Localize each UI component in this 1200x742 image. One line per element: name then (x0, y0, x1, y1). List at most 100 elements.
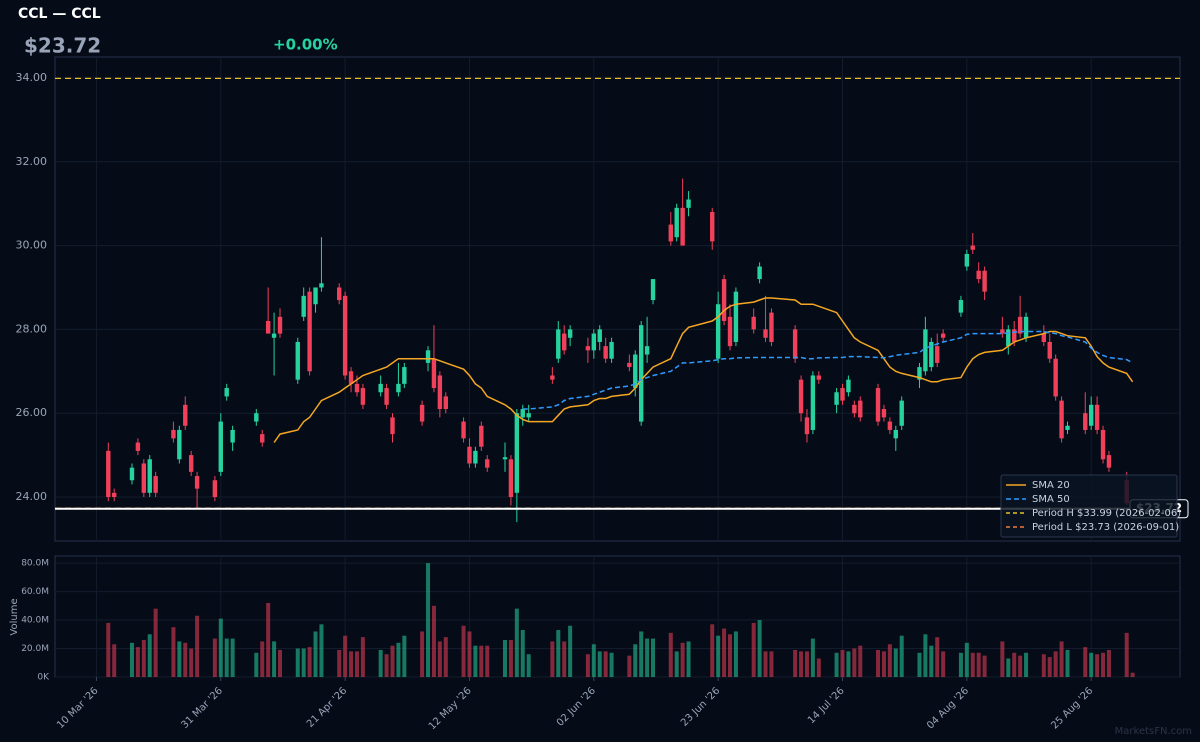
volume-bar (757, 620, 762, 677)
candle-body (686, 199, 691, 208)
candle-body (1017, 316, 1023, 334)
volume-tick-label: 20.0M (21, 644, 49, 654)
candle-body (508, 459, 514, 497)
candle-body (858, 400, 863, 418)
candle-body (970, 245, 975, 250)
volume-bar (212, 638, 217, 677)
volume-bar (1106, 649, 1111, 677)
candle-body (875, 388, 881, 422)
volume-bar (337, 649, 342, 677)
volume-bar (686, 641, 691, 677)
candle-body (141, 463, 147, 493)
candle-body (254, 413, 259, 422)
volume-bar (526, 654, 531, 677)
volume-bar (964, 642, 969, 677)
candle-body (727, 316, 733, 347)
volume-bar (295, 648, 300, 677)
candle-body (627, 362, 632, 368)
volume-bar (272, 641, 277, 677)
candle-body (348, 371, 354, 384)
y-tick-label: 28.00 (16, 322, 48, 335)
candle-body (265, 321, 271, 334)
volume-bar (1065, 649, 1070, 677)
volume-bar (349, 651, 354, 677)
volume-bar (923, 634, 928, 677)
candle-body (1083, 413, 1088, 430)
candle-body (751, 316, 756, 330)
volume-bar (467, 631, 472, 677)
candle-body (852, 404, 857, 414)
candle-body (419, 404, 425, 422)
legend-label: Period H $33.99 (2026-02-06) (1032, 508, 1181, 519)
volume-bar (503, 639, 507, 677)
candle-body (461, 421, 466, 439)
volume-bar (461, 625, 466, 677)
volume-bar (716, 635, 721, 677)
volume-bar (929, 645, 934, 677)
volume-bar (218, 618, 223, 677)
volume-bar (591, 644, 596, 677)
candle-body (769, 312, 774, 342)
candle-body (881, 409, 887, 418)
candle-body (390, 417, 395, 435)
candle-body (112, 492, 117, 497)
candle-body (798, 379, 804, 414)
volume-bar (135, 647, 140, 677)
candle-body (840, 388, 845, 401)
candle-body (597, 329, 602, 342)
legend-label: SMA 20 (1032, 480, 1070, 491)
candle-body (556, 329, 561, 359)
volume-bar (1101, 652, 1106, 677)
candle-body (212, 480, 218, 497)
candle-body (526, 413, 531, 418)
candle-body (834, 392, 839, 405)
candle-body (194, 476, 200, 489)
candle-body (923, 329, 928, 372)
volume-bar (278, 649, 282, 677)
volume-bar (674, 651, 679, 677)
candle-body (147, 459, 152, 493)
volume-bar (722, 628, 727, 677)
volume-bar (627, 655, 632, 677)
candle-body (1094, 404, 1100, 430)
volume-bar (881, 651, 886, 677)
candle-body (1006, 329, 1011, 347)
candle-body (603, 346, 608, 359)
volume-bar (177, 641, 182, 677)
volume-bar (1018, 655, 1023, 677)
volume-bar (378, 649, 383, 677)
volume-bar (769, 651, 774, 677)
volume-bar (1000, 641, 1005, 677)
candle-body (715, 304, 721, 359)
candle-body (218, 421, 223, 472)
candle-body (982, 270, 987, 292)
y-tick-label: 34.00 (16, 71, 48, 84)
candle-body (502, 457, 508, 460)
volume-bar (437, 641, 442, 677)
volume-tick-label: 80.0M (21, 559, 49, 569)
volume-bar (319, 624, 324, 677)
volume-bar (1059, 641, 1064, 677)
candle-body (816, 375, 822, 380)
volume-bar (982, 655, 987, 677)
candle-body (633, 354, 638, 389)
volume-bar (751, 622, 756, 677)
volume-bar (858, 645, 863, 677)
candle-body (964, 253, 970, 267)
candle-body (585, 346, 591, 351)
volume-bar (1012, 652, 1017, 677)
candle-body (177, 429, 182, 460)
candle-body (188, 455, 194, 472)
candle-body (567, 329, 573, 338)
volume-bar (1024, 652, 1029, 677)
volume-bar (485, 645, 490, 677)
volume-bar (479, 645, 484, 677)
candle-body (1012, 329, 1017, 342)
volume-bar (810, 638, 815, 677)
candle-body (1047, 341, 1052, 359)
candle-body (674, 207, 679, 238)
candle-body (1059, 400, 1064, 439)
candle-body (378, 383, 383, 393)
